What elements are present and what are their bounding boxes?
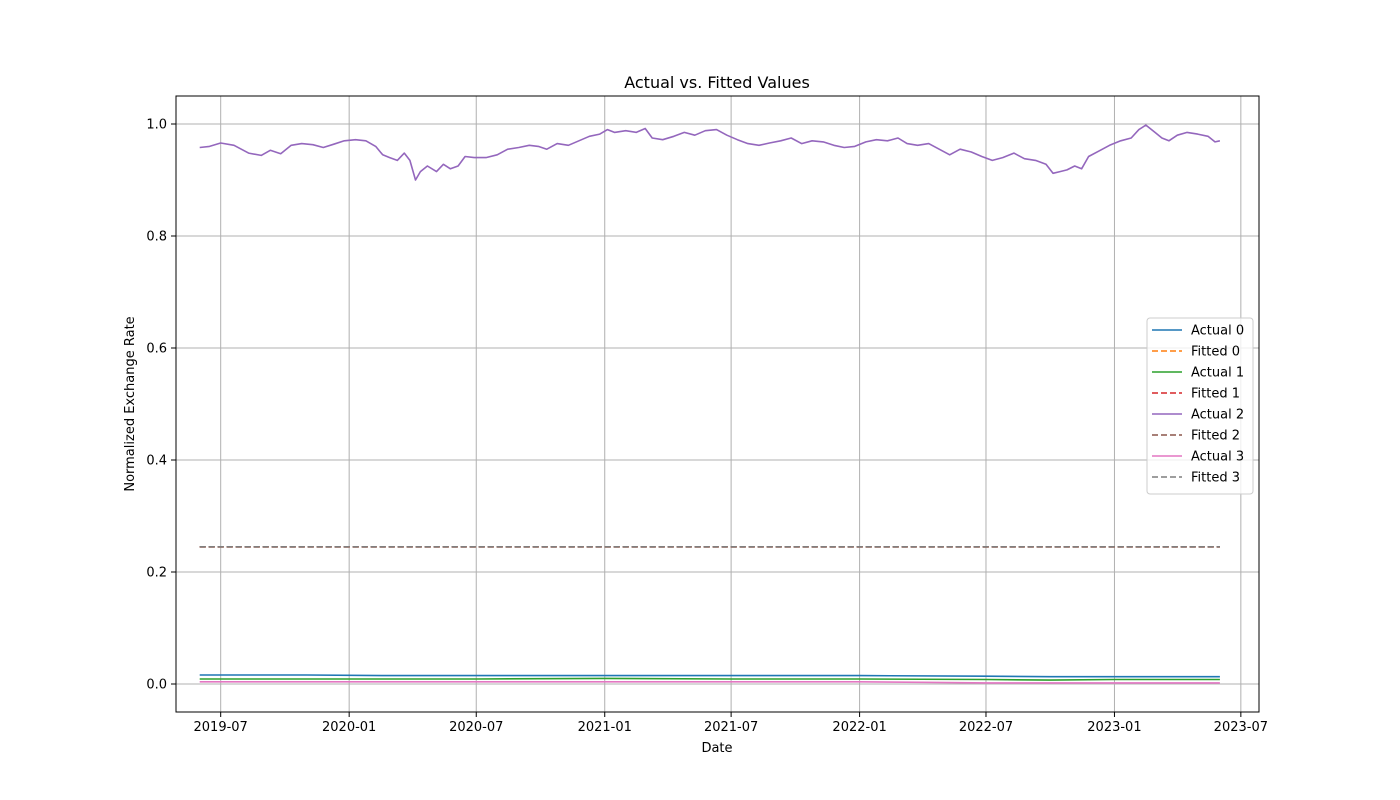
- x-tick-label: 2019-07: [194, 720, 248, 735]
- x-axis-ticks: 2019-07 2020-01 2020-07 2021-01 2021-07 2022-…: [194, 712, 1268, 735]
- legend-label: Actual 3: [1191, 450, 1244, 465]
- series-line-actual-0: [199, 674, 1220, 678]
- y-tick-label: 0.6: [146, 342, 167, 357]
- legend-box: [1146, 317, 1254, 495]
- plot-area-frame: [175, 95, 1260, 713]
- y-axis-ticks: 0.0 0.2 0.4 0.6 0.8 1.0: [146, 118, 176, 693]
- x-axis-title: Date: [701, 741, 732, 756]
- x-tick-label: 2022-07: [959, 720, 1013, 735]
- legend-label: Actual 1: [1191, 366, 1244, 381]
- legend: Actual 0 Fitted 0 Actual 1 Fitted 1 Actual 2…: [1146, 317, 1254, 495]
- y-tick-label: 0.8: [146, 230, 167, 245]
- y-tick-label: 0.4: [146, 454, 167, 469]
- legend-label: Fitted 0: [1191, 345, 1240, 360]
- legend-label: Actual 0: [1191, 324, 1244, 339]
- y-tick-label: 1.0: [146, 118, 167, 133]
- series-line-actual-3: [199, 680, 1220, 684]
- x-tick-label: 2022-01: [832, 720, 886, 735]
- chart-title: Actual vs. Fitted Values: [624, 73, 810, 92]
- legend-label: Actual 2: [1191, 408, 1244, 423]
- grid-lines: [176, 96, 1259, 712]
- legend-label: Fitted 3: [1191, 471, 1240, 486]
- legend-label: Fitted 2: [1191, 429, 1240, 444]
- y-tick-label: 0.0: [146, 678, 167, 693]
- x-tick-label: 2021-01: [578, 720, 632, 735]
- series-line-actual-1: [199, 677, 1220, 681]
- x-tick-label: 2021-07: [704, 720, 758, 735]
- series-lines: [199, 124, 1221, 684]
- x-tick-label: 2020-07: [449, 720, 503, 735]
- legend-label: Fitted 1: [1191, 387, 1240, 402]
- x-tick-label: 2023-01: [1087, 720, 1141, 735]
- x-tick-label: 2023-07: [1214, 720, 1268, 735]
- y-axis-title: Normalized Exchange Rate: [123, 316, 138, 491]
- x-tick-label: 2020-01: [322, 720, 376, 735]
- series-line-actual-2: [199, 124, 1221, 181]
- y-tick-label: 0.2: [146, 566, 167, 581]
